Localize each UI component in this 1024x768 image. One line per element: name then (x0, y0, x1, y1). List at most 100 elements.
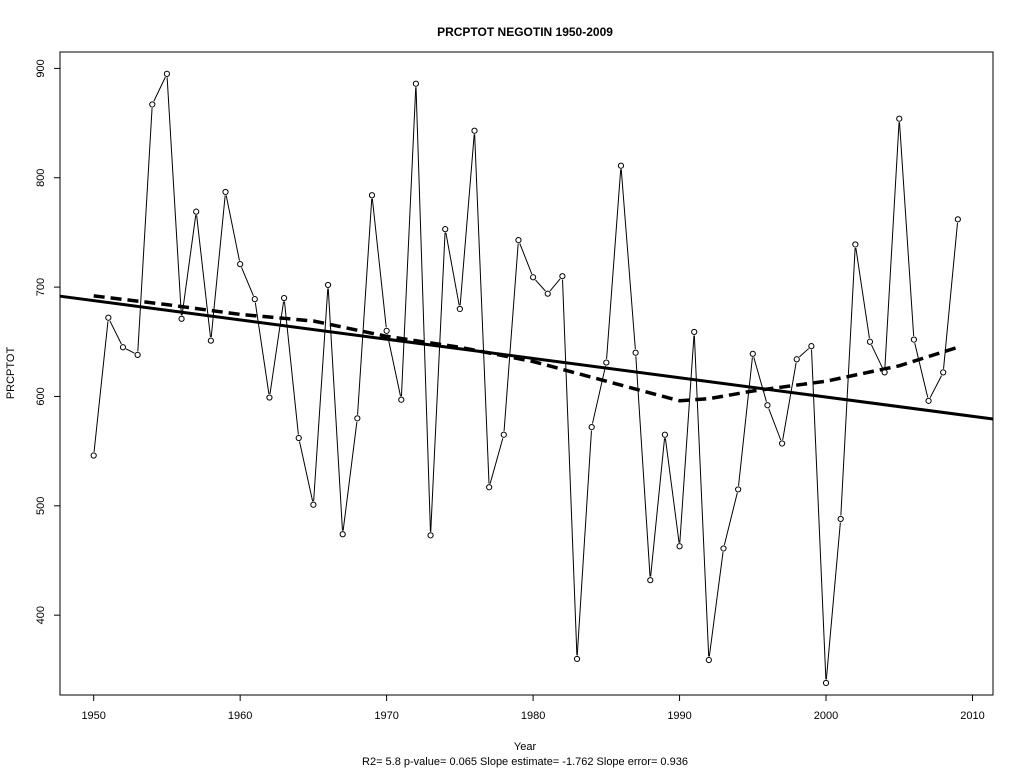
data-point (456, 305, 463, 313)
data-point (881, 369, 888, 376)
x-tick-label: 1950 (81, 710, 105, 722)
data-point (500, 431, 507, 438)
data-point (222, 188, 229, 196)
observed-segment (549, 278, 561, 292)
y-tick-label: 400 (35, 606, 47, 624)
observed-segment (93, 321, 109, 452)
data-point (822, 679, 830, 687)
data-point (793, 356, 800, 363)
observed-segment (840, 248, 856, 516)
observed-segment (109, 320, 122, 345)
data-point (764, 402, 771, 409)
data-point (163, 70, 171, 77)
data-point (412, 80, 420, 87)
observed-segment (137, 108, 153, 352)
data-point (324, 281, 332, 289)
data-point (676, 543, 683, 550)
observed-segment (929, 375, 942, 398)
plot-frame (59, 51, 994, 696)
observed-segment (153, 76, 166, 102)
x-tick-label: 1990 (667, 710, 691, 722)
data-point (603, 359, 610, 366)
observed-segment (738, 357, 753, 486)
smooth-line (93, 294, 959, 403)
observed-segment (591, 365, 607, 424)
data-point (90, 452, 97, 459)
data-point (720, 545, 727, 552)
data-point (237, 261, 244, 268)
data-point (193, 208, 200, 215)
data-point (588, 423, 595, 431)
data-point (749, 350, 756, 357)
observed-segment (445, 232, 460, 306)
observed-segment (415, 87, 431, 532)
data-point (266, 394, 273, 401)
observed-segment (241, 267, 254, 297)
observed-segment (753, 357, 767, 402)
observed-segment (799, 348, 810, 358)
observed-segment (606, 169, 622, 360)
y-tick-label: 900 (35, 59, 47, 77)
chart-title: PRCPTOT NEGOTIN 1950-2009 (437, 25, 613, 39)
observed-segment (166, 77, 182, 316)
observed-segment (679, 335, 695, 543)
data-point (954, 216, 961, 223)
data-point (866, 338, 874, 345)
observed-segment (825, 522, 841, 680)
observed-segment (125, 348, 135, 354)
data-point (178, 315, 185, 322)
data-point (471, 127, 478, 134)
data-point (896, 115, 903, 122)
data-point (910, 336, 918, 343)
observed-segment (898, 122, 915, 337)
y-tick-label: 800 (35, 169, 47, 187)
data-point (544, 290, 551, 297)
data-point (280, 294, 288, 302)
observed-segment (269, 301, 285, 395)
y-axis-label: PRCPTOT (5, 347, 17, 400)
observed-segment (430, 232, 446, 532)
data-point (383, 327, 390, 334)
observed-segment (871, 344, 884, 370)
observed-segment (459, 134, 475, 306)
observed-segment (635, 356, 651, 577)
observed-segment (620, 169, 636, 350)
observed-segment (254, 302, 270, 395)
observed-segment (283, 301, 299, 435)
x-axis: 1950 1960 1970 1980 1990 2000 2010 (81, 695, 985, 722)
trend-line (59, 294, 994, 421)
data-point (735, 486, 742, 493)
observed-segment (576, 430, 592, 656)
data-point (661, 431, 669, 438)
series-layer (59, 70, 994, 687)
x-tick-label: 2010 (960, 710, 984, 722)
observed-segment (299, 441, 314, 502)
x-tick-label: 1970 (374, 710, 398, 722)
observed-segment (313, 288, 329, 502)
observed-segment (519, 243, 533, 275)
data-point (808, 343, 815, 350)
observed-segment (371, 198, 387, 328)
data-point (339, 531, 346, 538)
data-point (295, 434, 302, 442)
observed-segment (768, 408, 782, 441)
y-axis: 400 500 600 700 800 900 (35, 59, 60, 624)
y-tick-label: 600 (35, 387, 47, 405)
data-point (647, 577, 654, 584)
x-axis-label: Year (514, 741, 537, 753)
data-point (705, 656, 712, 664)
observed-segment (327, 288, 343, 531)
observed-segment (225, 195, 240, 261)
data-point (486, 484, 493, 491)
y-tick-label: 500 (35, 497, 47, 515)
data-point (134, 351, 141, 359)
data-point (529, 274, 537, 281)
observed-segment (693, 335, 710, 657)
chart-footer: R2= 5.8 p-value= 0.065 Slope estimate= -… (362, 756, 688, 768)
observed-segment (943, 222, 959, 369)
data-point (442, 226, 449, 233)
observed-segment (650, 438, 666, 577)
data-point (632, 349, 639, 356)
observed-segment (210, 195, 226, 338)
data-point (354, 415, 361, 422)
